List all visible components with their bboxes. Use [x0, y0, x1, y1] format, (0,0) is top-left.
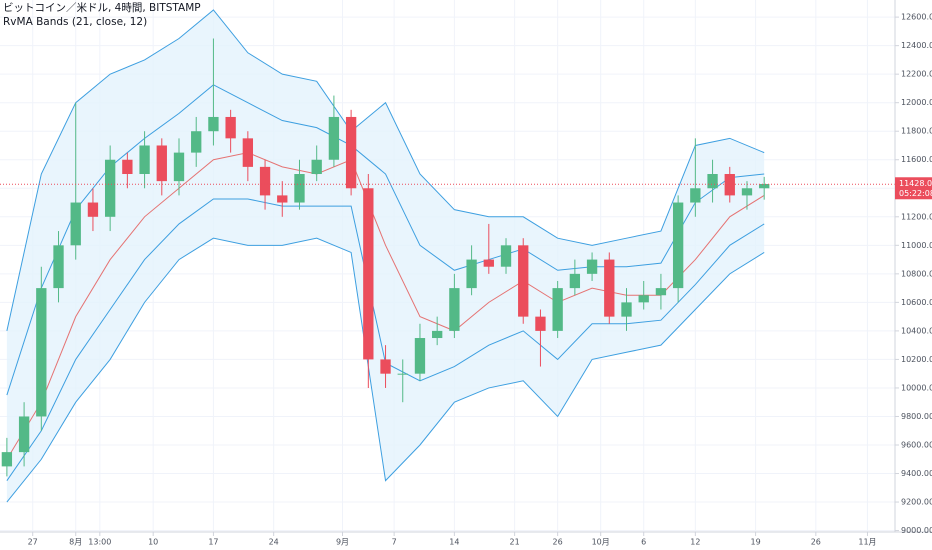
candle-body: [173, 152, 185, 182]
candle-body: [225, 116, 236, 139]
candle-body: [483, 259, 494, 267]
candle-body: [87, 202, 99, 217]
x-tick-label: 8月: [69, 538, 82, 547]
candle-body: [104, 159, 116, 217]
candle-body: [1, 452, 13, 467]
chart-title: ビットコイン／米ドル, 4時間, BITSTAMP: [3, 1, 201, 14]
y-tick-label: 10000.00: [901, 383, 932, 392]
candle-body: [397, 373, 408, 375]
candle-body: [328, 116, 340, 160]
plot-area: [0, 0, 895, 532]
y-tick-label: 12400.00: [901, 41, 932, 50]
y-tick-label: 12200.00: [901, 70, 932, 79]
y-tick-label: 9400.00: [901, 469, 932, 478]
candle-body: [621, 302, 632, 317]
x-tick-label: 10: [148, 538, 158, 547]
y-tick-label: 10800.00: [901, 269, 932, 278]
x-tick-label: 27: [28, 538, 38, 547]
candle-body: [552, 288, 563, 331]
candle-body: [294, 174, 305, 203]
y-tick-label: 11200.00: [901, 212, 932, 221]
y-tick-label: 10600.00: [901, 298, 932, 307]
candle-body: [500, 245, 512, 267]
last-price-badge: [895, 177, 932, 200]
last-price-label: 11428.04: [899, 179, 932, 188]
candle-body: [741, 188, 753, 196]
candle-body: [586, 259, 598, 274]
x-tick-label: 9月: [336, 538, 349, 547]
x-tick-label: 24: [269, 538, 279, 547]
candle-body: [139, 145, 150, 175]
y-tick-label: 11800.00: [901, 127, 932, 136]
x-tick-label: 14: [449, 538, 459, 547]
candle-body: [655, 288, 667, 296]
candle-body: [345, 116, 357, 189]
y-tick-label: 9600.00: [901, 440, 932, 449]
candle-body: [36, 288, 47, 417]
candle-body: [638, 295, 649, 303]
x-tick-label: 26: [811, 538, 821, 547]
candle-body: [53, 245, 64, 289]
x-tick-label: 17: [208, 538, 218, 547]
candle-body: [466, 259, 477, 289]
x-tick-label: 6: [641, 538, 646, 547]
band-line: [6, 84, 765, 396]
candle-body: [518, 245, 529, 317]
y-tick-label: 11600.00: [901, 155, 932, 164]
candle-body: [569, 273, 581, 289]
y-tick-label: 11000.00: [901, 241, 932, 250]
band-line: [6, 152, 765, 460]
x-tick-label: 19: [750, 538, 760, 547]
candle-body: [535, 316, 546, 331]
y-tick-label: 12000.00: [901, 98, 932, 107]
x-tick-label: 10月: [592, 538, 610, 547]
x-tick-label: 21: [510, 538, 520, 547]
candle-body: [191, 131, 202, 153]
y-tick-label: 12600.00: [901, 13, 932, 22]
band-line: [6, 237, 765, 503]
y-tick-label: 10200.00: [901, 355, 932, 364]
candle-body: [259, 166, 271, 196]
y-tick-label: 10400.00: [901, 326, 932, 335]
y-tick-label: 9200.00: [901, 498, 932, 507]
y-tick-label: 9000.00: [901, 526, 932, 535]
candle-body: [311, 159, 322, 175]
candle-body: [363, 188, 374, 360]
candle-body: [122, 159, 133, 175]
candle-body: [432, 330, 443, 339]
candle-body: [18, 416, 30, 453]
y-tick-label: 9800.00: [901, 412, 932, 421]
x-tick-label: 11月: [858, 538, 876, 547]
x-tick-label: 26: [553, 538, 563, 547]
candle-body: [690, 188, 701, 203]
candle-body: [277, 195, 288, 203]
candle-body: [604, 259, 615, 317]
x-tick-label: 12: [690, 538, 700, 547]
candle-body: [449, 288, 460, 331]
candle-body: [242, 138, 254, 167]
candle-body: [208, 116, 219, 132]
candle-body: [380, 359, 391, 374]
countdown-label: 05:22:08: [899, 189, 932, 198]
x-tick-label: 13:00: [88, 538, 111, 547]
band-line: [6, 9, 765, 332]
candle-body: [707, 174, 718, 189]
candle-body: [156, 145, 167, 182]
candle-body: [672, 202, 684, 289]
candle-body: [414, 338, 426, 374]
x-tick-label: 7: [392, 538, 397, 547]
indicator-label: RvMA Bands (21, close, 12): [3, 16, 147, 28]
candle-body: [759, 183, 770, 189]
candle-body: [70, 202, 81, 246]
